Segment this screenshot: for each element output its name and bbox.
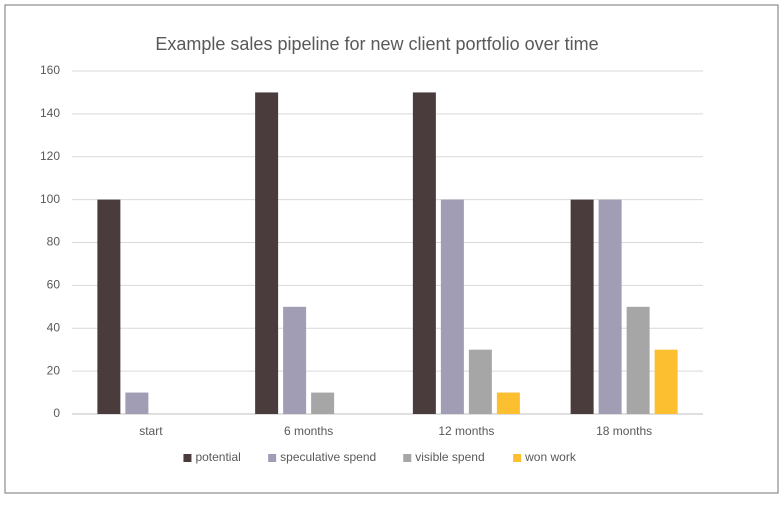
bar (125, 392, 149, 414)
bar (570, 199, 594, 414)
y-tick-label: 120 (40, 149, 60, 163)
bar (654, 349, 678, 414)
y-tick-label: 60 (47, 278, 61, 292)
x-tick-label: 12 months (438, 424, 494, 438)
y-tick-label: 100 (40, 192, 60, 206)
bar (311, 392, 335, 414)
legend-swatch (268, 454, 277, 462)
y-tick-label: 20 (47, 363, 61, 377)
x-tick-label: 18 months (596, 424, 652, 438)
bar (626, 306, 650, 414)
bar (412, 92, 436, 414)
legend-swatch (513, 454, 522, 462)
bar (468, 349, 492, 414)
bar (255, 92, 279, 414)
bar (496, 392, 520, 414)
bar (440, 199, 464, 414)
chart-border (4, 4, 779, 494)
y-tick-label: 0 (53, 406, 60, 420)
legend-label: won work (524, 450, 577, 464)
y-tick-label: 80 (47, 235, 61, 249)
legend-label: visible spend (415, 450, 484, 464)
x-tick-label: 6 months (284, 424, 333, 438)
bar (598, 199, 622, 414)
legend-swatch (403, 454, 412, 462)
y-tick-label: 140 (40, 106, 60, 120)
legend-label: speculative spend (280, 450, 376, 464)
y-tick-label: 160 (40, 63, 60, 77)
bar (97, 199, 121, 414)
bar (283, 306, 307, 414)
chart-title: Example sales pipeline for new client po… (155, 34, 598, 54)
legend-swatch (183, 454, 192, 462)
y-tick-label: 40 (47, 320, 61, 334)
x-tick-label: start (139, 424, 163, 438)
legend-label: potential (195, 450, 240, 464)
